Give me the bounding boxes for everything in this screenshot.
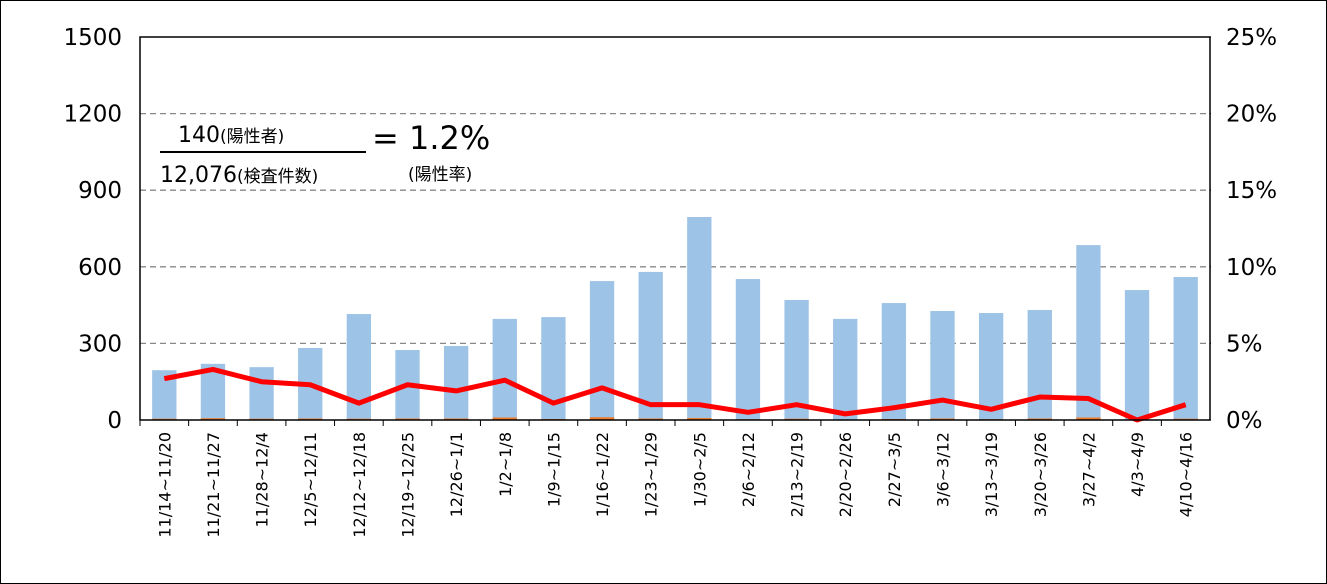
x-tick-label: 3/13~3/19 <box>982 432 1001 517</box>
y2-tick-label: 5% <box>1226 331 1263 357</box>
bar <box>638 418 663 420</box>
x-tick-label: 11/14~11/20 <box>155 432 174 538</box>
bar <box>298 418 323 420</box>
x-tick-label: 3/6~3/12 <box>934 432 953 507</box>
x-tick-label: 12/19~12/25 <box>399 432 418 538</box>
x-tick-label: 12/26~1/1 <box>447 432 466 517</box>
bar <box>395 418 420 420</box>
bar <box>1124 290 1150 420</box>
bar <box>443 345 469 420</box>
bar <box>687 417 712 420</box>
annotation-denominator-note: (検査件数) <box>237 167 318 187</box>
y-tick-label: 0 <box>107 408 122 434</box>
annotation-denominator-text: 12,076 <box>160 163 237 188</box>
x-tick-label: 11/21~11/27 <box>204 432 223 538</box>
rate-line <box>163 366 1187 423</box>
annotation-numerator: 140(陽性者) <box>178 123 284 148</box>
x-tick-label: 1/9~1/15 <box>544 432 563 507</box>
bar <box>687 217 712 420</box>
bar <box>978 313 1004 420</box>
annotation-denominator: 12,076(検査件数) <box>160 163 318 188</box>
bar <box>833 318 858 420</box>
annotation-result: = 1.2% <box>372 119 490 157</box>
x-tick-label: 2/6~2/12 <box>739 432 758 507</box>
y2-tick-label: 20% <box>1226 102 1277 128</box>
bar <box>784 299 809 420</box>
x-tick-label: 3/27~4/2 <box>1079 432 1098 507</box>
y-tick-label: 300 <box>78 331 122 357</box>
annotation-result-note: (陽性率) <box>408 165 472 185</box>
x-tick-label: 4/3~4/9 <box>1128 432 1147 497</box>
annotation: 140(陽性者) 12,076(検査件数) = 1.2% (陽性率) <box>160 119 490 188</box>
x-tick-label: 1/2~1/8 <box>496 432 515 497</box>
y2-tick-label: 0% <box>1226 408 1263 434</box>
bar <box>638 271 663 420</box>
y2-tick-label: 25% <box>1226 25 1277 51</box>
x-tick-label: 1/23~1/29 <box>642 432 661 517</box>
x-tick-label: 11/28~12/4 <box>253 432 272 527</box>
bar <box>930 418 955 420</box>
bar <box>1076 417 1101 420</box>
y-tick-label: 1500 <box>63 25 122 51</box>
x-tick-label: 2/13~2/19 <box>788 432 807 517</box>
annotation-numerator-note: (陽性者) <box>220 127 284 147</box>
x-tick-label: 2/20~2/26 <box>836 432 855 517</box>
bar <box>589 281 615 420</box>
x-tick-label: 4/10~4/16 <box>1177 432 1196 517</box>
y2-tick-label: 10% <box>1226 255 1277 281</box>
y-tick-label: 900 <box>78 178 122 204</box>
x-tick-label: 12/12~12/18 <box>350 432 369 538</box>
bar <box>1173 277 1198 420</box>
bar <box>1027 309 1052 420</box>
bar <box>249 367 274 420</box>
y-tick-label: 1200 <box>63 102 122 128</box>
bar <box>589 417 615 420</box>
x-tick-label: 1/16~1/22 <box>593 432 612 517</box>
bar <box>492 318 517 420</box>
y2-tick-label: 15% <box>1226 178 1277 204</box>
y-tick-label: 600 <box>78 255 122 281</box>
bar <box>492 417 517 420</box>
bar <box>881 303 907 420</box>
x-tick-label: 1/30~2/5 <box>690 432 709 507</box>
x-tick-label: 2/27~3/5 <box>885 432 904 507</box>
annotation-numerator-text: 140 <box>178 123 220 148</box>
bar <box>1076 245 1101 420</box>
bar <box>1027 418 1052 420</box>
x-tick-label: 3/20~3/26 <box>1031 432 1050 517</box>
bar <box>735 279 761 420</box>
bar <box>443 418 469 420</box>
bar <box>200 418 226 420</box>
x-tick-label: 12/5~12/11 <box>301 432 320 527</box>
